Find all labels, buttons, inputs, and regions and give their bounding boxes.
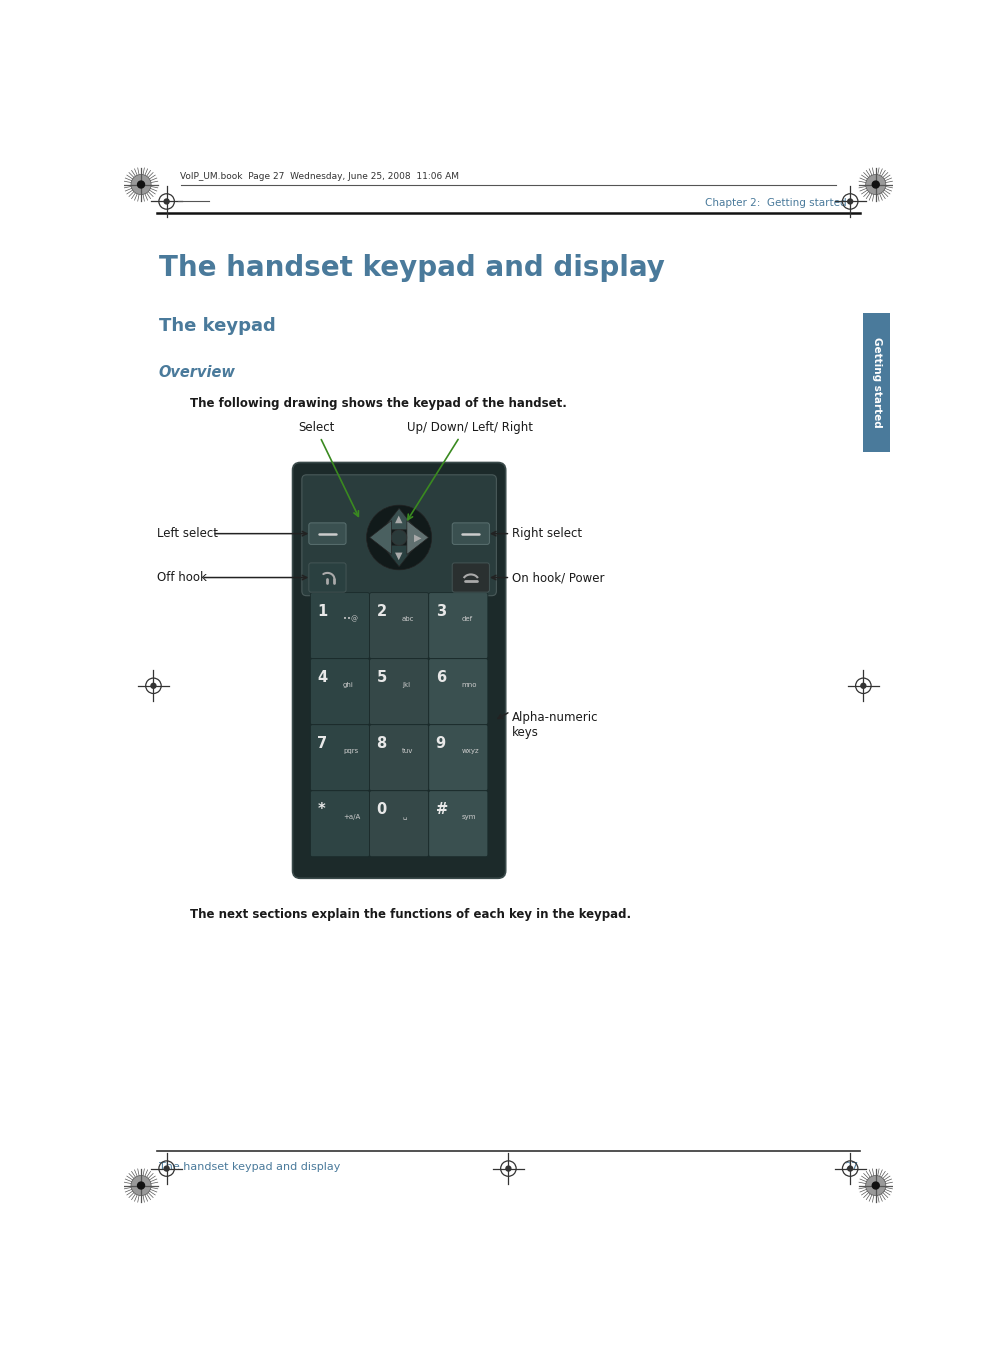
Text: 4: 4 — [317, 669, 327, 684]
FancyBboxPatch shape — [429, 592, 488, 659]
Text: Select: Select — [299, 421, 334, 435]
FancyBboxPatch shape — [429, 725, 488, 790]
Text: 27: 27 — [843, 1161, 858, 1172]
Polygon shape — [382, 508, 417, 530]
FancyBboxPatch shape — [310, 592, 370, 659]
FancyBboxPatch shape — [310, 790, 370, 857]
Text: On hook/ Power: On hook/ Power — [512, 570, 604, 584]
Text: 1: 1 — [317, 603, 327, 619]
Text: *: * — [317, 801, 325, 816]
Polygon shape — [382, 545, 417, 566]
Text: The handset keypad and display: The handset keypad and display — [159, 254, 665, 282]
FancyBboxPatch shape — [452, 564, 489, 592]
Circle shape — [848, 1167, 853, 1171]
Text: +a/A: +a/A — [343, 813, 360, 820]
Circle shape — [866, 175, 886, 194]
Text: Getting started: Getting started — [872, 337, 882, 428]
Text: ▲: ▲ — [396, 515, 403, 524]
Circle shape — [861, 683, 866, 689]
Text: ••@: ••@ — [343, 615, 358, 622]
Circle shape — [164, 1167, 169, 1171]
Text: Up/ Down/ Left/ Right: Up/ Down/ Left/ Right — [407, 421, 533, 435]
Text: mno: mno — [461, 682, 477, 689]
Text: The keypad: The keypad — [159, 316, 276, 335]
Text: ghi: ghi — [343, 682, 354, 689]
Text: VoIP_UM.book  Page 27  Wednesday, June 25, 2008  11:06 AM: VoIP_UM.book Page 27 Wednesday, June 25,… — [180, 172, 458, 182]
Text: 2: 2 — [377, 603, 387, 619]
Text: Left select: Left select — [157, 527, 217, 540]
Text: Overview: Overview — [159, 365, 236, 380]
FancyBboxPatch shape — [309, 523, 346, 545]
FancyBboxPatch shape — [370, 790, 429, 857]
Text: abc: abc — [402, 617, 415, 622]
FancyBboxPatch shape — [309, 564, 346, 592]
Text: jkl: jkl — [402, 682, 411, 689]
Circle shape — [138, 1181, 145, 1190]
Text: Alpha-numeric
keys: Alpha-numeric keys — [512, 712, 598, 740]
Text: sym: sym — [461, 813, 476, 820]
Text: ▶: ▶ — [414, 532, 422, 542]
FancyBboxPatch shape — [370, 592, 429, 659]
FancyBboxPatch shape — [370, 659, 429, 725]
Circle shape — [872, 1181, 879, 1190]
Text: ▼: ▼ — [396, 551, 403, 561]
Circle shape — [872, 181, 879, 187]
Circle shape — [506, 1167, 511, 1171]
FancyBboxPatch shape — [370, 725, 429, 790]
Text: The following drawing shows the keypad of the handset.: The following drawing shows the keypad o… — [189, 397, 566, 410]
FancyBboxPatch shape — [293, 463, 506, 879]
Text: def: def — [461, 617, 472, 622]
FancyBboxPatch shape — [429, 659, 488, 725]
FancyBboxPatch shape — [310, 725, 370, 790]
Polygon shape — [407, 520, 429, 554]
Circle shape — [367, 505, 432, 570]
FancyBboxPatch shape — [452, 523, 489, 545]
Circle shape — [392, 530, 407, 545]
Text: 6: 6 — [435, 669, 445, 684]
Text: 3: 3 — [435, 603, 445, 619]
Text: pqrs: pqrs — [343, 748, 358, 754]
Text: #: # — [435, 801, 448, 816]
Text: 8: 8 — [377, 736, 387, 751]
Text: Chapter 2:  Getting started: Chapter 2: Getting started — [704, 198, 846, 208]
Text: 7: 7 — [317, 736, 327, 751]
Text: The next sections explain the functions of each key in the keypad.: The next sections explain the functions … — [189, 907, 631, 921]
FancyBboxPatch shape — [302, 475, 496, 596]
Circle shape — [138, 181, 145, 187]
Polygon shape — [370, 520, 392, 554]
FancyBboxPatch shape — [429, 790, 488, 857]
Circle shape — [848, 200, 853, 204]
Text: 9: 9 — [435, 736, 445, 751]
Circle shape — [164, 200, 169, 204]
FancyBboxPatch shape — [863, 314, 890, 452]
Text: Right select: Right select — [512, 527, 582, 540]
Circle shape — [151, 683, 156, 689]
Text: The handset keypad and display: The handset keypad and display — [159, 1161, 340, 1172]
Circle shape — [131, 1176, 151, 1195]
Text: 0: 0 — [377, 801, 387, 816]
Text: 5: 5 — [377, 669, 387, 684]
Text: wxyz: wxyz — [461, 748, 479, 754]
Circle shape — [866, 1176, 886, 1195]
Circle shape — [131, 175, 151, 194]
Text: ␣: ␣ — [402, 813, 407, 820]
FancyBboxPatch shape — [310, 659, 370, 725]
Text: Off hook: Off hook — [157, 570, 206, 584]
Text: tuv: tuv — [402, 748, 414, 754]
